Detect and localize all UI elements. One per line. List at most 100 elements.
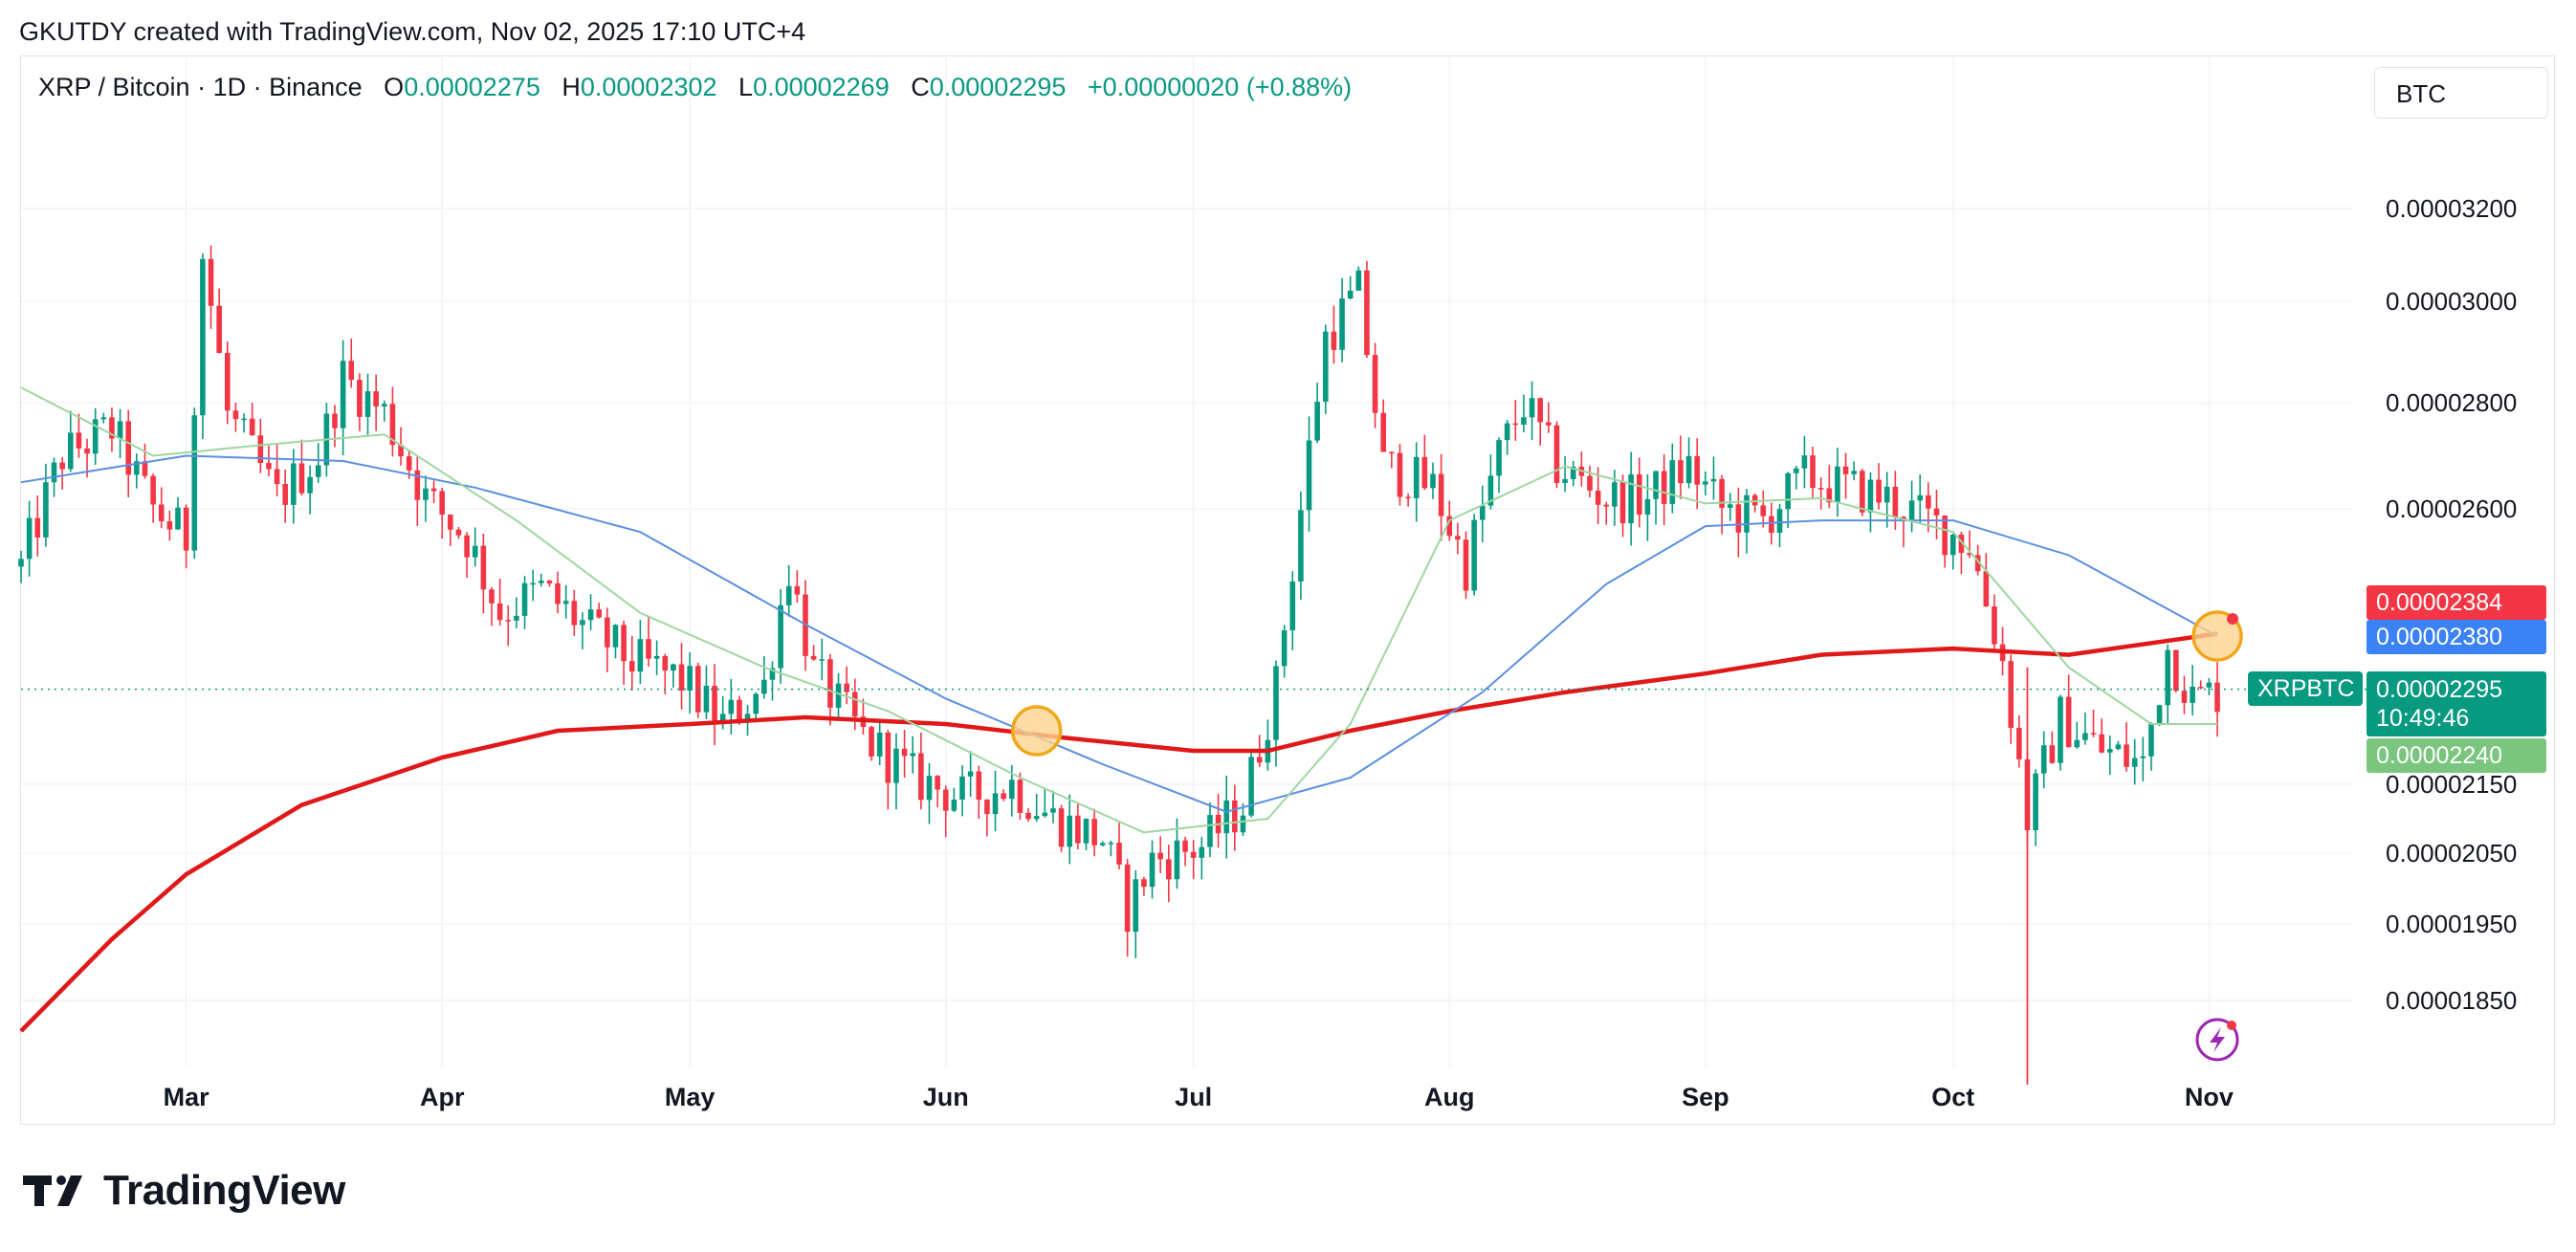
- candle-body: [1083, 819, 1090, 844]
- candle-body: [2016, 727, 2022, 759]
- candle-body: [1463, 539, 1469, 591]
- candle-body: [373, 391, 379, 406]
- candle-body: [1174, 840, 1180, 880]
- candle-body: [1421, 456, 1428, 489]
- x-tick-label: Jun: [923, 1083, 969, 1111]
- currency-button[interactable]: BTC: [2374, 67, 2548, 119]
- candle-body: [125, 421, 132, 475]
- candle-body: [175, 507, 181, 530]
- candle-body: [737, 699, 742, 723]
- candle-body: [1974, 555, 1981, 572]
- candle-body: [1273, 666, 1279, 740]
- candle-body: [1703, 481, 1708, 485]
- legend-close-label: C: [911, 73, 930, 101]
- candle-body: [216, 305, 222, 353]
- tradingview-logo[interactable]: TradingView: [23, 1165, 345, 1217]
- candle-body: [1008, 780, 1015, 800]
- candle-body: [1933, 508, 1940, 516]
- candle-body: [2214, 682, 2220, 713]
- candle-body: [1644, 498, 1651, 516]
- cross-marker-jun[interactable]: [1010, 705, 1063, 757]
- candle-body: [480, 545, 487, 590]
- candle-body: [100, 417, 107, 420]
- candle-body: [208, 258, 214, 306]
- candle-body: [910, 753, 916, 757]
- legend-open-label: O: [384, 73, 405, 101]
- candle-body: [472, 545, 478, 558]
- candle-body: [1835, 466, 1840, 503]
- candle-body: [628, 661, 635, 672]
- cross-marker-nov[interactable]: [2191, 610, 2243, 662]
- candle-body: [1636, 473, 1642, 516]
- candle-body: [2049, 745, 2056, 763]
- axis-labels: 0.00001850 0.00001950 0.00002050 0.00002150…: [164, 194, 2518, 1111]
- candle-body: [671, 664, 676, 671]
- candle-body: [1744, 494, 1750, 533]
- candle-body: [1917, 494, 1924, 501]
- candle-body: [1141, 879, 1147, 888]
- line-ma20: [20, 386, 2217, 834]
- legend-close: 0.00002295: [929, 73, 1067, 101]
- chart-frame[interactable]: [20, 55, 2555, 1125]
- candle-body: [2156, 705, 2163, 723]
- candle-body: [876, 732, 883, 757]
- candle-body: [2058, 696, 2063, 763]
- candle-body: [1471, 519, 1477, 591]
- y-tick-label: 0.00002150: [2386, 770, 2517, 799]
- candle-body: [1149, 852, 1156, 888]
- candle-body: [1842, 466, 1849, 474]
- x-tick-label: Aug: [1424, 1083, 1474, 1111]
- candle-body: [274, 469, 280, 485]
- candle-body: [1322, 331, 1329, 402]
- candle-body: [2190, 687, 2195, 703]
- ohlc-legend[interactable]: XRP / Bitcoin · 1D · Binance O0.00002275…: [38, 73, 1352, 102]
- lightning-alert-dot: [2227, 1021, 2236, 1030]
- candle-body: [2140, 756, 2147, 758]
- candle-body: [1785, 472, 1791, 510]
- legend-change: +0.00000020 (+0.88%): [1087, 73, 1353, 101]
- candle-body: [2065, 696, 2072, 748]
- candle-body: [1546, 422, 1552, 426]
- candle-body: [918, 753, 924, 801]
- candle-body: [1232, 800, 1238, 833]
- candle-body: [67, 432, 74, 470]
- candle-body: [794, 585, 801, 595]
- candle-body: [1685, 455, 1692, 484]
- candle-body: [1735, 504, 1742, 533]
- candle-body: [1908, 500, 1915, 521]
- candle-body: [1678, 460, 1684, 484]
- legend-high: 0.00002302: [580, 73, 717, 101]
- candle-body: [1612, 482, 1618, 507]
- candle-body: [1992, 606, 1997, 645]
- candle-body: [1892, 486, 1899, 517]
- candle-body: [348, 361, 355, 381]
- candle-body: [1496, 440, 1502, 476]
- candle-body: [1306, 440, 1312, 511]
- candle-body: [1512, 423, 1519, 426]
- candle-body: [439, 491, 446, 516]
- candle-body: [935, 776, 940, 790]
- candle-body: [893, 748, 899, 783]
- candle-body: [1355, 270, 1362, 291]
- legend-high-label: H: [561, 73, 581, 101]
- candle-body: [1661, 471, 1667, 504]
- candle-body: [257, 435, 264, 464]
- candle-body: [291, 463, 297, 505]
- candle-body: [1289, 582, 1296, 631]
- candle-body: [1397, 452, 1403, 497]
- candle-body: [1455, 536, 1461, 540]
- candle-body: [1983, 571, 1990, 607]
- candle-body: [1776, 509, 1783, 534]
- alert-dot: [2227, 613, 2238, 625]
- grid-lines: [21, 57, 2353, 1066]
- candle-body: [1553, 425, 1560, 483]
- candle-body: [1826, 488, 1833, 503]
- candle-body: [926, 776, 933, 801]
- candle-body: [2124, 744, 2129, 767]
- candle-body: [1817, 488, 1824, 490]
- candle-body: [282, 484, 289, 505]
- candle-body: [2106, 749, 2113, 753]
- candle-body: [232, 410, 239, 420]
- candle-body: [662, 655, 669, 671]
